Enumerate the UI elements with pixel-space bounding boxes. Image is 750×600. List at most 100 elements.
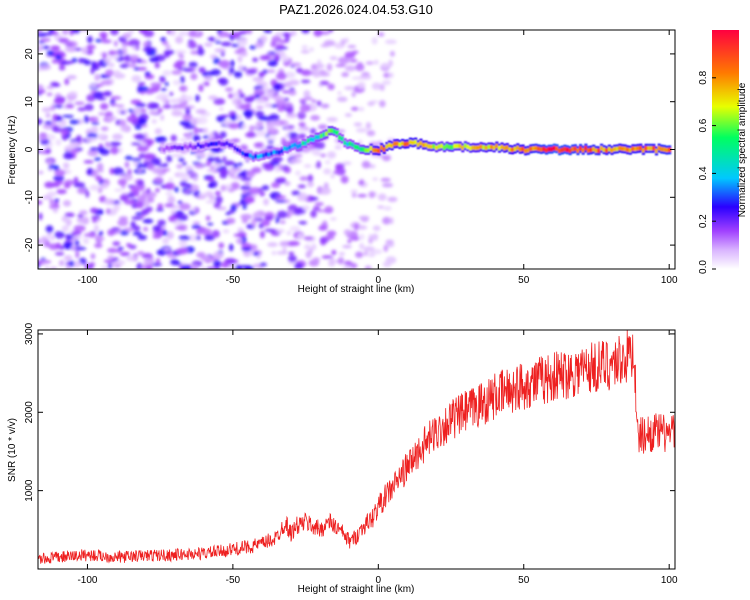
ridge-core	[332, 129, 337, 134]
ridge-core	[471, 145, 475, 150]
noise-speck	[234, 264, 243, 269]
noise-speck	[138, 86, 149, 92]
noise-speck	[59, 245, 64, 251]
noise-speck	[163, 49, 171, 58]
noise-speck	[225, 217, 236, 225]
noise-speck	[178, 157, 185, 162]
noise-speck	[144, 45, 152, 53]
ridge-core	[311, 137, 316, 142]
ridge-core	[372, 148, 376, 153]
noise-speck	[331, 249, 337, 256]
noise-speck	[61, 30, 69, 36]
noise-speck	[309, 47, 314, 52]
noise-speck	[249, 45, 257, 50]
noise-speck	[343, 59, 351, 63]
noise-speck	[358, 180, 365, 185]
noise-speck	[231, 166, 242, 173]
noise-speck	[171, 70, 183, 75]
ridge-core	[602, 147, 606, 152]
noise-speck	[64, 60, 75, 64]
noise-speck	[367, 101, 375, 106]
noise-speck	[381, 183, 394, 188]
noise-speck	[293, 208, 303, 215]
ridge-core	[558, 148, 562, 153]
ridge-core	[196, 142, 201, 148]
noise-speck	[99, 102, 109, 110]
noise-speck	[174, 225, 187, 230]
noise-speck	[291, 190, 301, 196]
noise-speck	[212, 251, 224, 260]
noise-speck	[281, 55, 290, 62]
noise-speck	[138, 30, 149, 35]
noise-speck	[141, 142, 148, 147]
noise-speck	[330, 174, 335, 179]
noise-speck	[126, 242, 132, 248]
noise-speck	[209, 195, 216, 200]
noise-speck	[194, 153, 205, 157]
noise-speck	[51, 103, 56, 112]
ridge-core	[264, 152, 269, 157]
noise-speck	[208, 95, 218, 101]
noise-speck	[251, 166, 262, 174]
noise-speck	[238, 93, 246, 99]
noise-speck	[245, 102, 252, 109]
noise-speck	[368, 252, 376, 258]
ridge-core	[503, 145, 507, 151]
noise-speck	[169, 91, 174, 96]
noise-speck	[160, 37, 167, 42]
noise-speck	[82, 237, 90, 245]
noise-speck	[45, 225, 54, 233]
ridge-core	[618, 145, 622, 151]
colorbar-tick-label: 0.2	[698, 214, 709, 228]
noise-speck	[287, 125, 295, 129]
ridge-core	[453, 143, 457, 149]
noise-speck	[54, 231, 66, 239]
noise-speck	[100, 80, 112, 86]
noise-speck	[187, 171, 197, 176]
noise-speck	[270, 40, 276, 48]
noise-speck	[74, 246, 87, 251]
noise-speck	[137, 66, 147, 71]
ridge-core	[262, 153, 266, 158]
ridge-core	[243, 152, 248, 157]
ridge-core	[631, 146, 635, 151]
noise-speck	[213, 259, 222, 268]
noise-speck	[105, 69, 114, 77]
noise-speck	[95, 175, 103, 182]
ridge-core	[542, 146, 546, 152]
spectrogram-data	[38, 30, 672, 269]
noise-speck	[357, 81, 366, 90]
noise-speck	[323, 235, 335, 240]
noise-speck	[99, 148, 110, 156]
noise-speck	[267, 139, 274, 144]
noise-speck	[263, 30, 273, 34]
ridge-core	[474, 145, 478, 151]
noise-speck	[248, 187, 261, 195]
ridge-core	[641, 148, 646, 153]
noise-speck	[181, 162, 188, 166]
noise-speck	[255, 110, 265, 118]
noise-speck	[265, 92, 274, 99]
noise-speck	[286, 106, 294, 115]
ridge-core	[573, 146, 577, 151]
noise-speck	[123, 199, 136, 205]
noise-speck	[191, 264, 199, 269]
noise-speck	[70, 148, 80, 154]
noise-speck	[200, 228, 212, 236]
noise-speck	[293, 153, 303, 158]
noise-speck	[135, 201, 144, 209]
noise-speck	[96, 133, 107, 140]
noise-speck	[286, 230, 292, 236]
noise-speck	[319, 238, 327, 246]
ridge-core	[191, 145, 195, 150]
spectrogram-ylabel: Frequency (Hz)	[7, 116, 18, 185]
noise-speck	[342, 265, 353, 269]
noise-speck	[107, 262, 112, 269]
noise-speck	[193, 175, 199, 182]
noise-speck	[384, 39, 397, 45]
ridge-core	[594, 148, 598, 153]
noise-speck	[179, 120, 192, 126]
noise-speck	[284, 34, 290, 43]
noise-speck	[119, 216, 129, 221]
